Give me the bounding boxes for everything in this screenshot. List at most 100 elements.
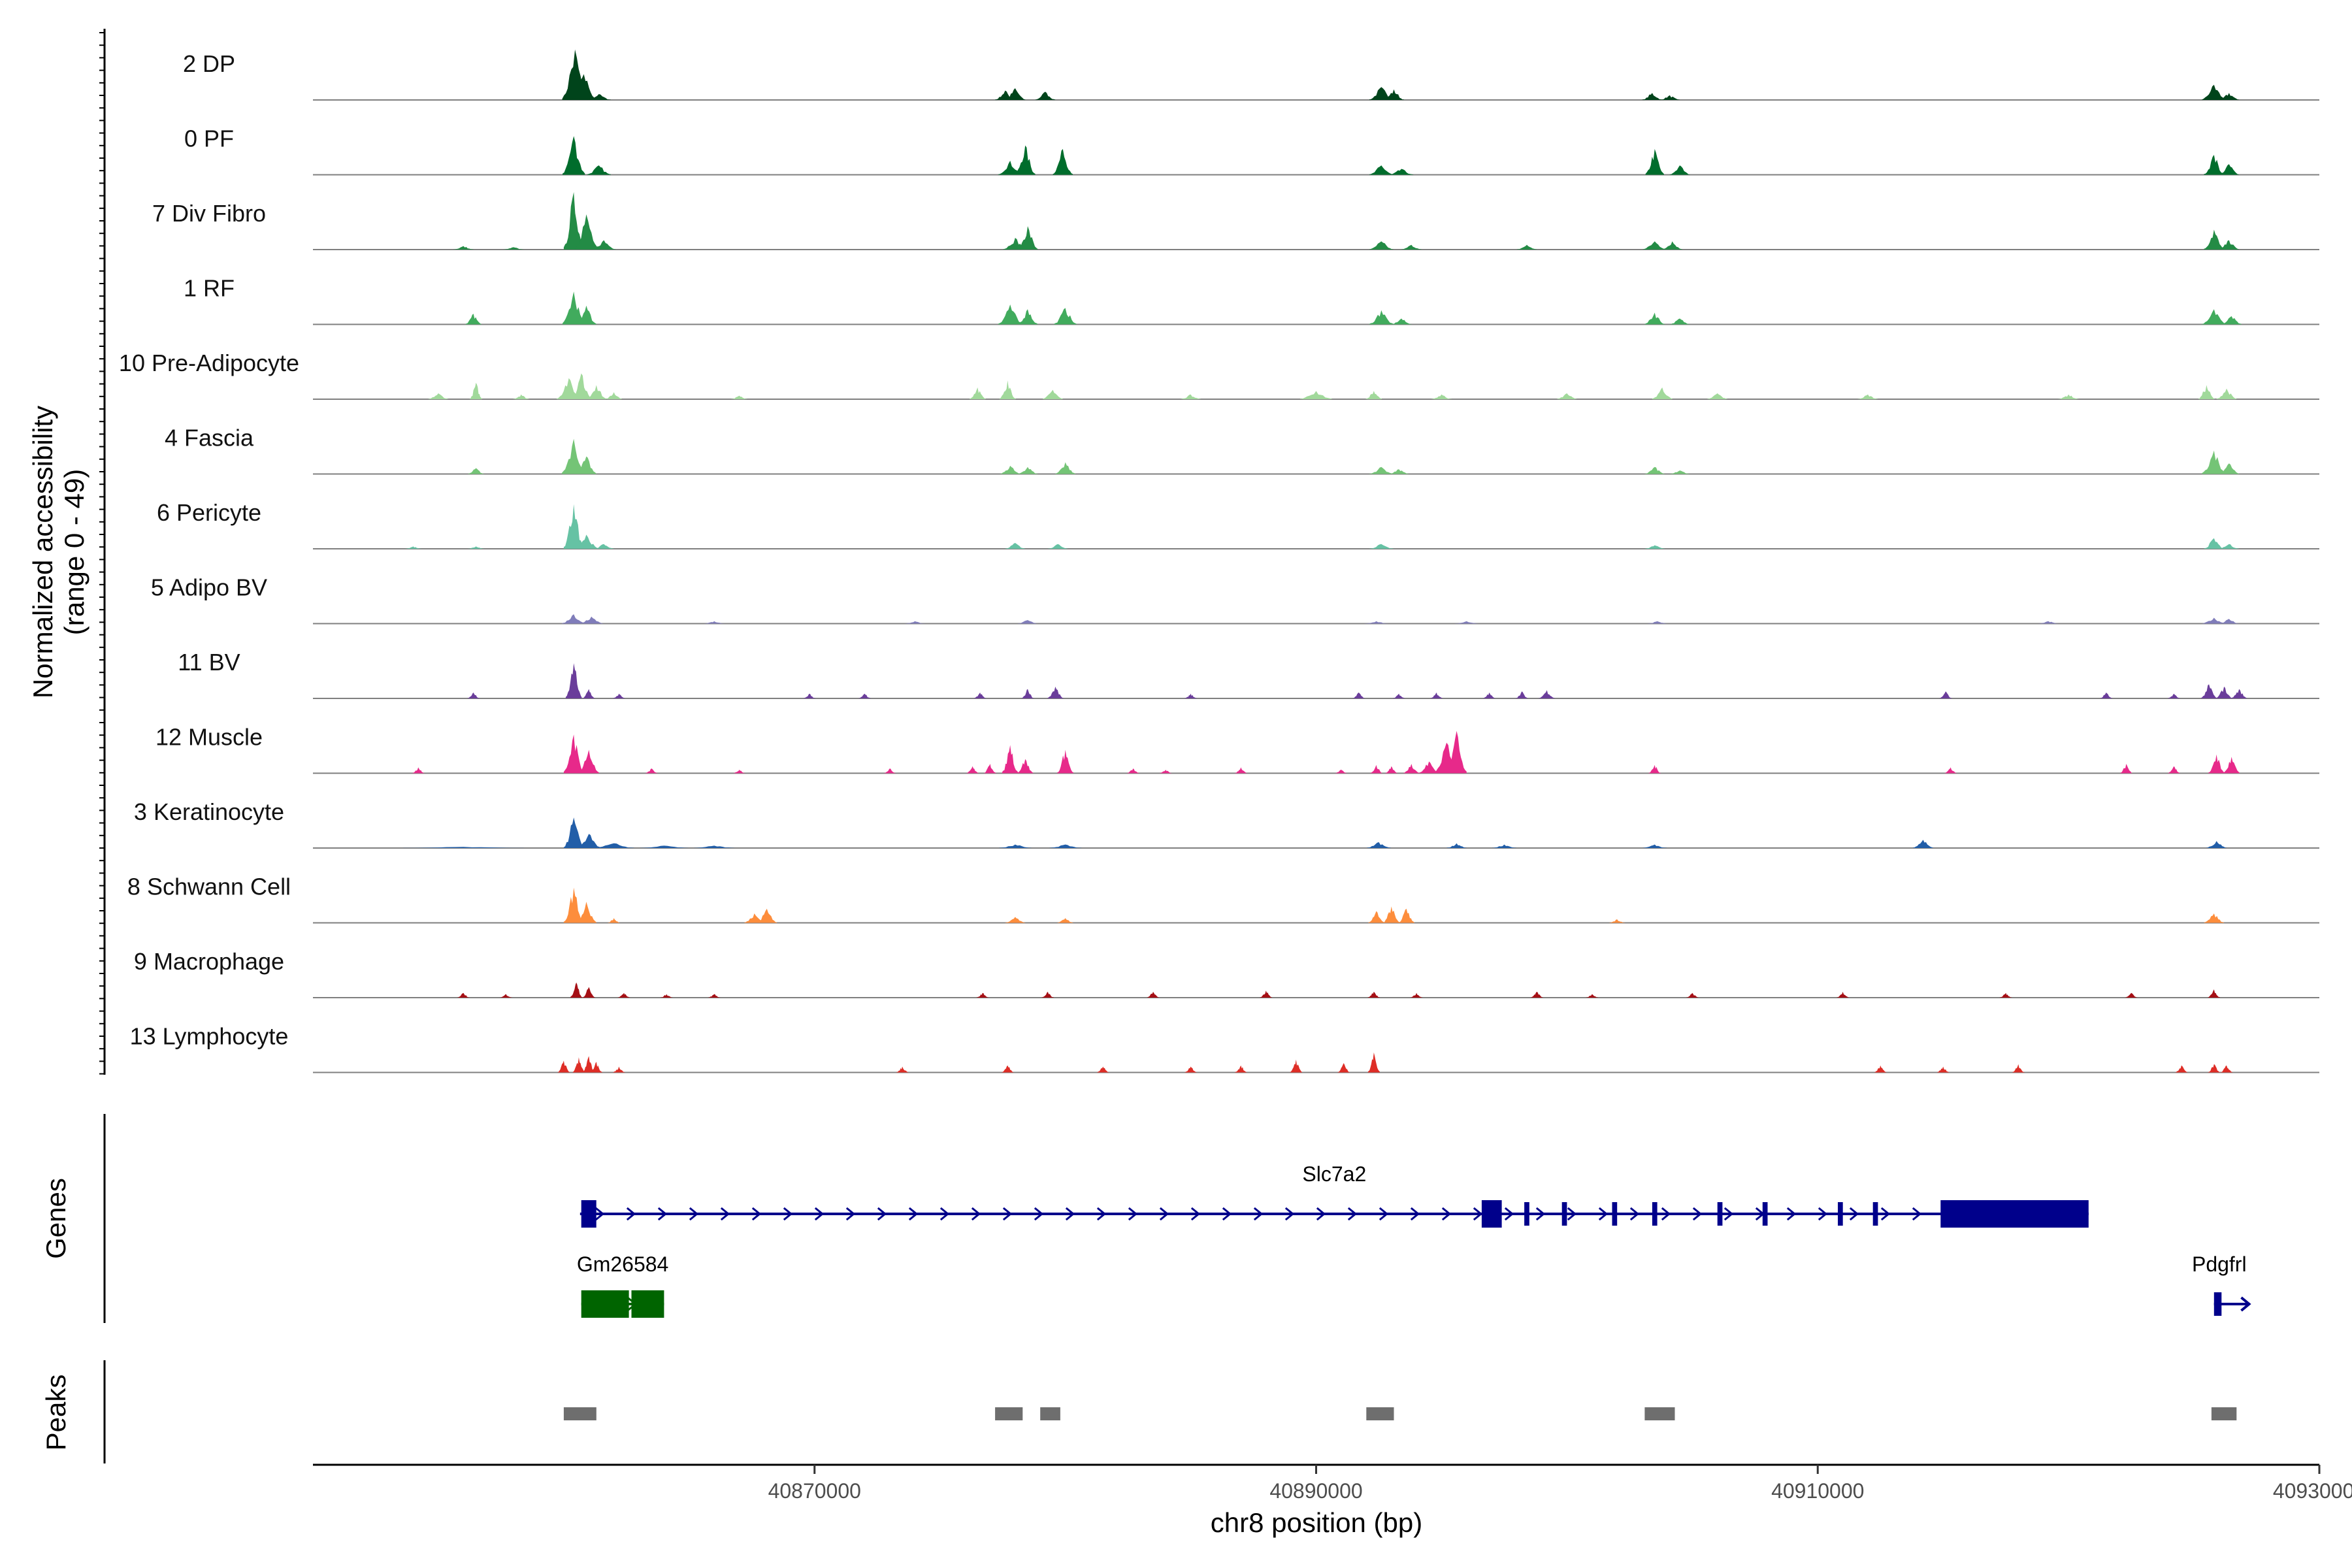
coverage-peak: [570, 982, 583, 998]
coverage-peak: [2219, 93, 2240, 100]
coverage-peak: [2204, 155, 2225, 175]
coverage-peak: [403, 847, 524, 848]
coverage-peak: [970, 387, 986, 399]
coverage-peak: [883, 768, 896, 774]
coverage-peak: [1047, 687, 1064, 698]
strand-chevron: [1786, 1207, 1797, 1221]
coverage-peak: [1097, 1066, 1109, 1073]
coverage-peak: [1002, 1065, 1014, 1073]
coverage-peak: [1539, 690, 1555, 698]
coverage-peak: [586, 385, 607, 399]
gene-exon: [1717, 1202, 1723, 1226]
track-label: 11 BV: [178, 649, 240, 676]
strand-chevron: [657, 1207, 668, 1221]
peak-region: [2211, 1407, 2237, 1420]
coverage-peak: [1054, 308, 1077, 325]
coverage-peak: [1368, 911, 1384, 923]
coverage-peak: [1644, 545, 1665, 549]
strand-chevron: [939, 1207, 950, 1221]
coverage-peak: [608, 918, 620, 923]
coverage-peak: [2100, 693, 2112, 698]
strand-chevron: [1818, 1207, 1828, 1221]
coverage-peak: [572, 1057, 585, 1073]
coverage-peak: [1369, 87, 1394, 100]
coverage-peak: [587, 165, 611, 175]
coverage-peak: [640, 845, 689, 848]
coverage-peak: [1370, 764, 1382, 774]
gene-slc7a2: Slc7a2: [580, 1162, 2089, 1228]
coverage-peak: [1944, 767, 1957, 774]
coverage-peak: [1642, 241, 1667, 250]
track-13-lymphocyte: 13 Lymphocyte: [130, 1023, 2319, 1073]
strand-chevron: [1128, 1207, 1138, 1221]
coverage-peak: [1299, 391, 1333, 399]
track-10-pre-adipocyte: 10 Pre-Adipocyte: [119, 350, 2319, 400]
coverage-peak: [1418, 761, 1439, 774]
coverage-peak: [1644, 466, 1665, 474]
track-label: 2 DP: [183, 50, 235, 77]
coverage-peak: [565, 663, 582, 698]
coverage-peak: [412, 767, 425, 774]
coverage-peak: [661, 994, 673, 998]
gene-exon: [1481, 1200, 1502, 1228]
track-1-rf: 1 RF: [184, 275, 2319, 325]
coverage-peak: [2208, 1064, 2220, 1073]
coverage-peak: [1393, 693, 1405, 698]
strand-chevron: [626, 1207, 636, 1221]
gene-exon: [1524, 1202, 1529, 1226]
x-tick-label: 40890000: [1269, 1479, 1362, 1503]
coverage-peak: [1431, 394, 1452, 399]
coverage-peak: [2204, 538, 2225, 549]
strand-chevron: [1912, 1207, 1922, 1221]
coverage-peak: [579, 616, 604, 624]
coverage-peak: [467, 693, 480, 698]
gene-label: Slc7a2: [1302, 1162, 1366, 1186]
coverage-peak: [2120, 764, 2132, 774]
coverage-peak: [1391, 318, 1412, 325]
track-5-adipo-bv: 5 Adipo BV: [151, 574, 2319, 625]
coverage-peak: [1707, 393, 1728, 399]
coverage-peak: [645, 768, 658, 774]
y-axis-title: Normalized accessibility: [27, 406, 58, 698]
coverage-peak: [470, 382, 482, 399]
coverage-peak: [1516, 691, 1528, 698]
coverage-peak: [1035, 91, 1056, 100]
coverage-peak: [1659, 95, 1680, 100]
coverage-peak: [2221, 316, 2242, 325]
strand-chevron: [814, 1207, 825, 1221]
track-label: 1 RF: [184, 275, 235, 302]
coverage-peak: [591, 240, 616, 250]
coverage-peak: [1642, 844, 1667, 848]
coverage-peak: [1385, 766, 1397, 774]
strand-chevron: [595, 1207, 605, 1221]
track-label: 9 Macrophage: [134, 948, 284, 975]
coverage-peak: [2219, 544, 2240, 549]
coverage-peak: [1184, 1066, 1197, 1073]
coverage-peak: [694, 845, 734, 848]
coverage-peak: [1837, 992, 1849, 998]
coverage-peak: [2220, 1065, 2233, 1073]
coverage-peak: [998, 304, 1022, 325]
track-4-fascia: 4 Fascia: [165, 425, 2319, 475]
strand-chevron: [1379, 1207, 1389, 1221]
coverage-peak: [578, 749, 599, 774]
peak-region: [563, 1407, 596, 1420]
coverage-peak: [613, 1066, 625, 1073]
coverage-peak: [1531, 992, 1543, 998]
coverage-peak: [587, 94, 611, 100]
coverage-peak: [2216, 388, 2237, 399]
coverage-peak: [2175, 1065, 2188, 1073]
x-tick-label: 40910000: [1771, 1479, 1864, 1503]
x-tick-label: 40930000: [2273, 1479, 2352, 1503]
coverage-peak: [1369, 466, 1394, 474]
coverage-peak: [1369, 310, 1394, 325]
strand-chevron: [1002, 1207, 1013, 1221]
coverage-peak: [1430, 693, 1443, 698]
track-label: 6 Pericyte: [157, 499, 261, 526]
coverage-peak: [2204, 229, 2225, 250]
coverage-peak: [1446, 843, 1467, 848]
coverage-peak: [1017, 466, 1038, 474]
coverage-peak: [613, 693, 625, 698]
coverage-peak: [1857, 394, 1878, 399]
strand-chevron: [1159, 1207, 1169, 1221]
